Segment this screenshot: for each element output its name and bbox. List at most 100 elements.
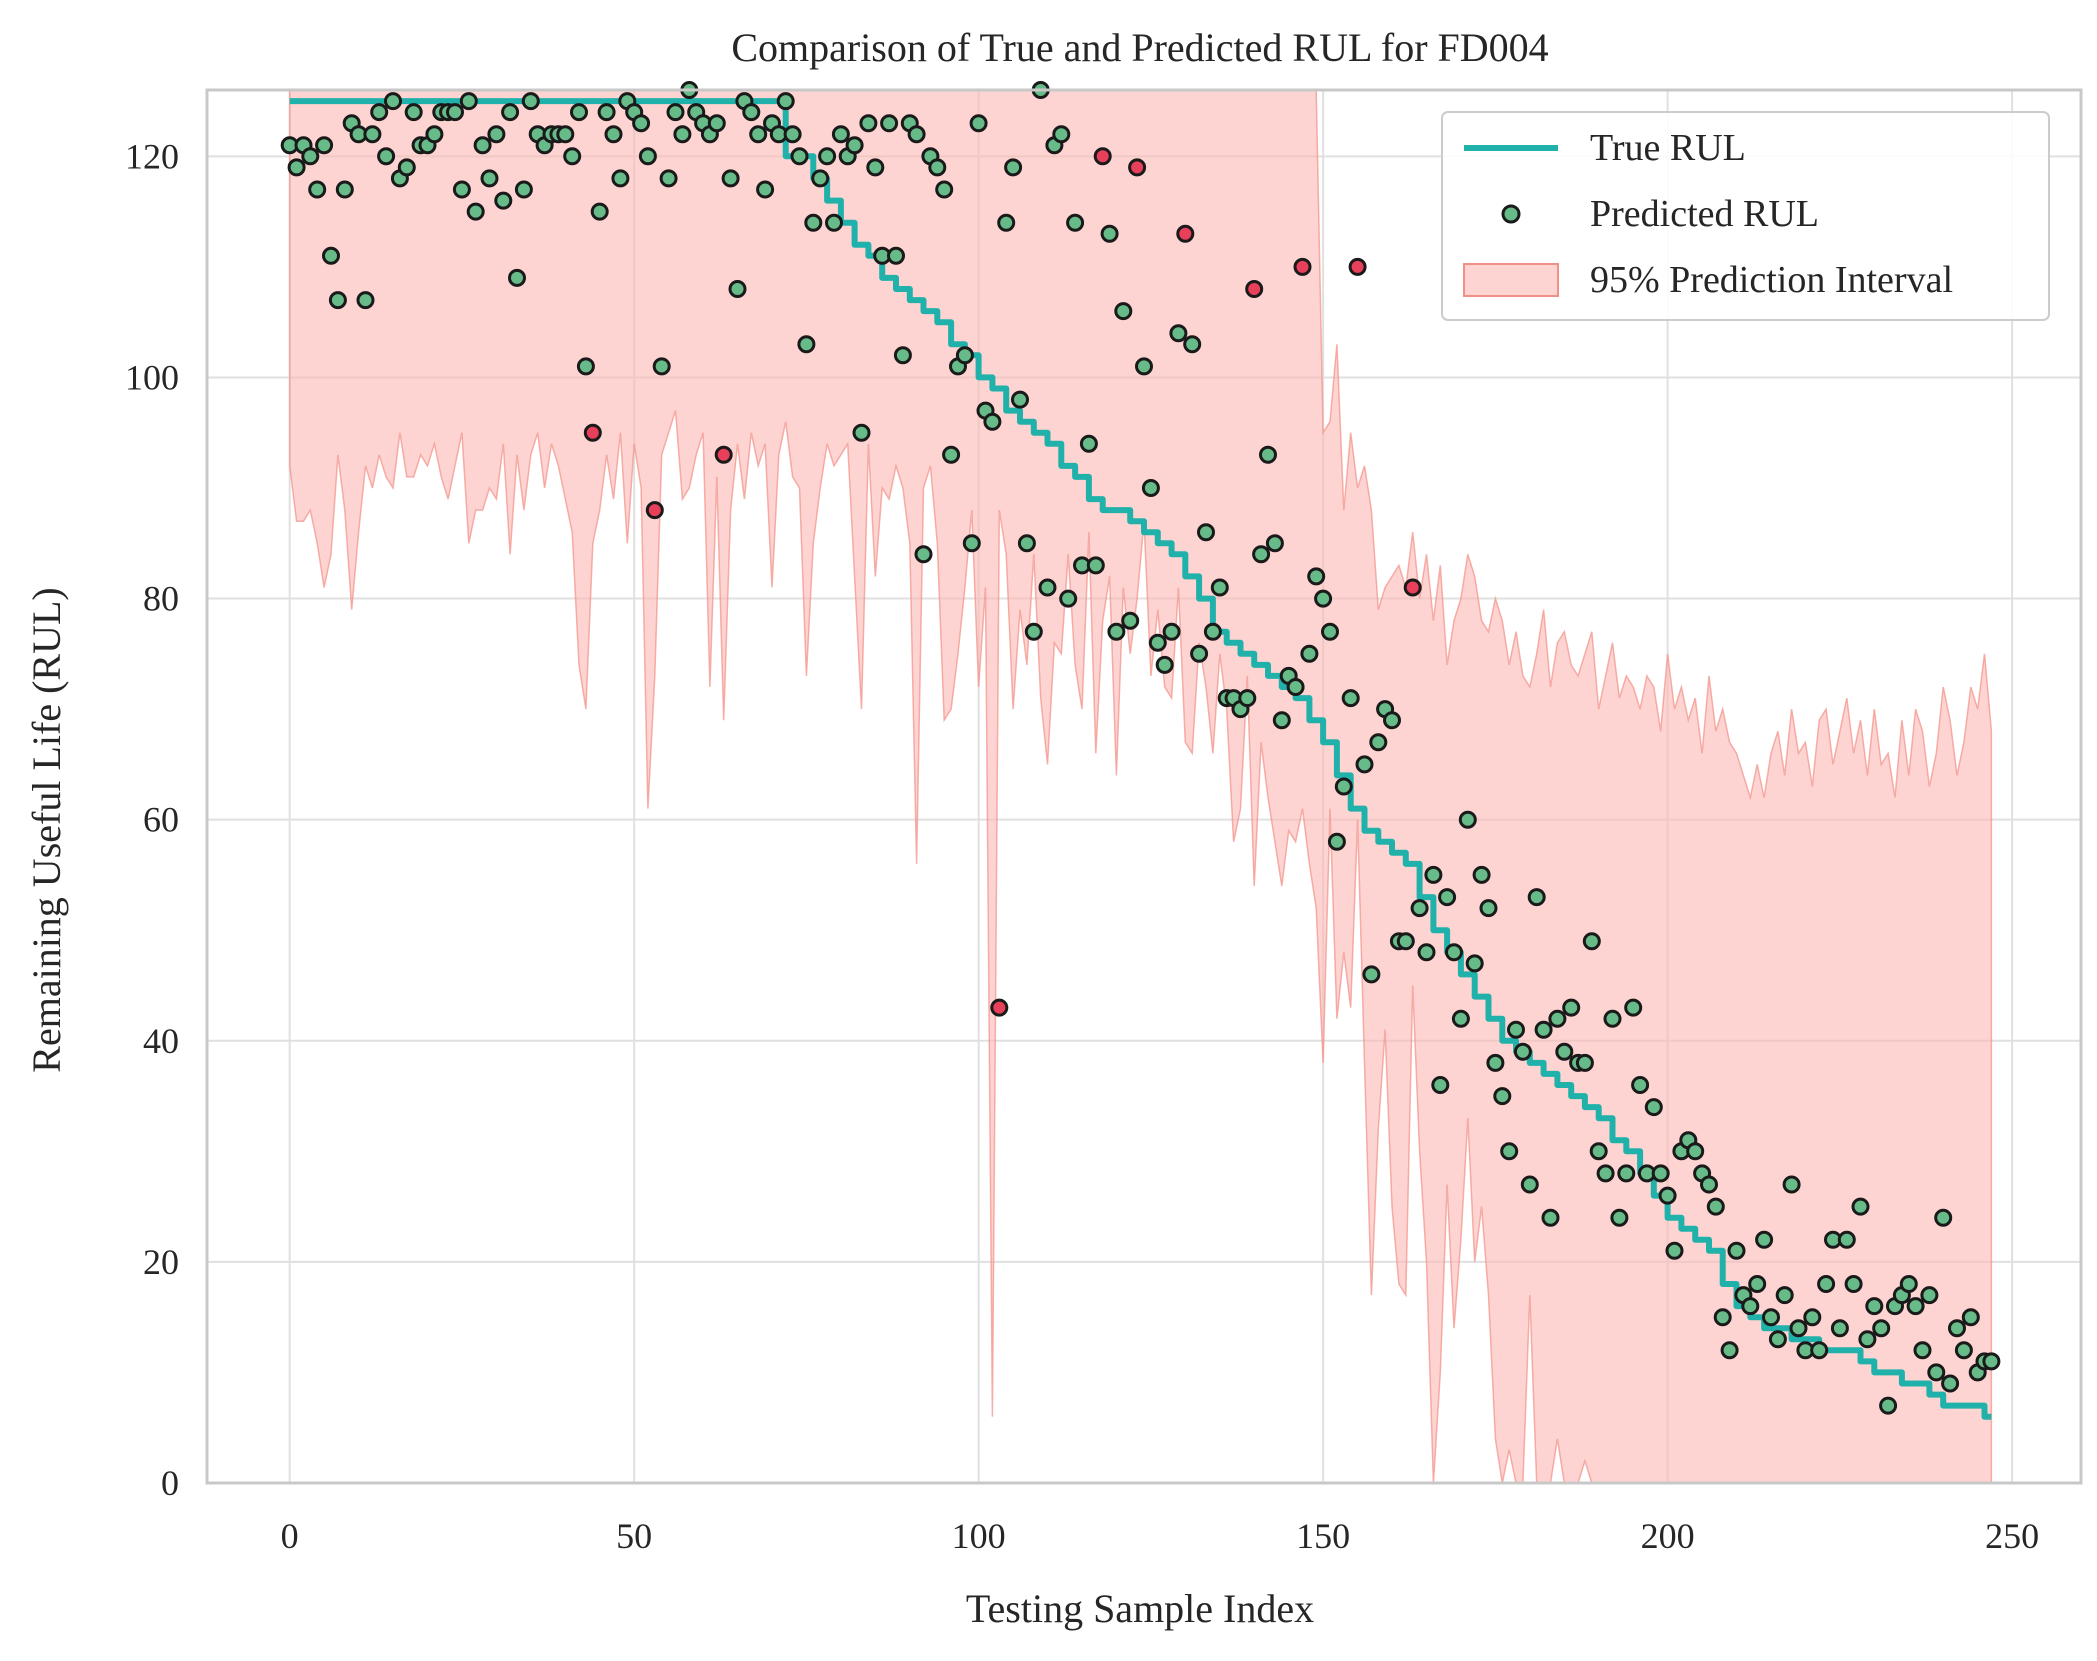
predicted-rul-point <box>466 202 485 221</box>
legend-interval-swatch <box>1463 263 1559 297</box>
predicted-rul-point <box>1190 644 1209 663</box>
predicted-rul-point <box>1451 1009 1470 1028</box>
predicted-rul-point <box>1197 523 1215 542</box>
x-axis-label: Testing Sample Index <box>966 1586 1314 1631</box>
predicted-rul-point <box>287 158 306 177</box>
predicted-rul-point <box>1651 1164 1670 1183</box>
predicted-rul-point <box>452 180 471 199</box>
legend-label-predicted-rul: Predicted RUL <box>1590 193 1819 235</box>
predicted-rul-point <box>1948 1319 1966 1338</box>
y-tick-label: 120 <box>125 136 179 176</box>
y-tick-label: 20 <box>143 1242 179 1282</box>
predicted-rul-point <box>1720 1341 1739 1360</box>
predicted-rul-point <box>521 92 540 111</box>
predicted-rul-point <box>556 125 575 144</box>
predicted-rul-point <box>907 125 926 144</box>
predicted-rul-point <box>1624 998 1643 1017</box>
predicted-rul-point <box>756 180 775 199</box>
predicted-rul-point <box>1961 1308 1980 1327</box>
predicted-rul-point <box>1700 1175 1718 1194</box>
predicted-rul-point-outside-interval <box>1093 147 1112 166</box>
predicted-rul-point <box>997 213 1016 232</box>
predicted-rul-point <box>1252 545 1271 564</box>
predicted-rul-point <box>1941 1374 1960 1393</box>
predicted-rul-point <box>1155 655 1174 674</box>
predicted-rul-point <box>638 147 657 166</box>
y-axis-label: Remaining Useful Life (RUL) <box>24 587 69 1072</box>
predicted-rul-point <box>1286 678 1305 696</box>
predicted-rul-point-outside-interval <box>583 423 602 442</box>
predicted-rul-point <box>576 357 595 376</box>
y-tick-label: 80 <box>143 579 179 619</box>
predicted-rul-point <box>1837 1230 1856 1249</box>
predicted-rul-point <box>1445 943 1463 962</box>
predicted-rul-point <box>721 169 740 188</box>
y-tick-label: 100 <box>125 357 179 397</box>
x-tick-label: 250 <box>1985 1516 2039 1556</box>
predicted-rul-point <box>308 180 327 199</box>
x-axis-ticks: 0 50 100 150 200 250 <box>281 1516 2039 1556</box>
predicted-rul-point <box>501 103 520 122</box>
predicted-rul-point-outside-interval <box>1245 280 1264 298</box>
predicted-rul-point <box>1424 865 1443 884</box>
predicted-rul-point <box>1307 567 1326 586</box>
predicted-rul-point <box>335 180 354 199</box>
predicted-rul-point <box>1114 302 1133 321</box>
predicted-rul-point <box>1486 1053 1505 1072</box>
predicted-rul-point <box>928 158 947 177</box>
predicted-rul-point <box>1713 1308 1732 1327</box>
predicted-rul-point <box>1100 224 1119 243</box>
predicted-rul-point <box>1982 1352 2001 1371</box>
predicted-rul-point <box>783 125 802 144</box>
predicted-rul-point <box>301 147 320 166</box>
predicted-rul-point <box>1135 357 1153 376</box>
predicted-rul-point <box>1162 622 1181 641</box>
predicted-rul-point <box>673 125 692 144</box>
predicted-rul-point <box>880 114 899 133</box>
predicted-rul-point <box>1431 1076 1450 1094</box>
predicted-rul-point <box>852 423 871 442</box>
predicted-rul-point <box>914 545 933 564</box>
legend: True RUL Predicted RUL 95% Prediction In… <box>1441 111 2050 321</box>
predicted-rul-point <box>459 92 478 111</box>
predicted-rul-point-outside-interval <box>990 998 1009 1017</box>
predicted-rul-point <box>473 136 492 155</box>
predicted-rul-point <box>1038 578 1057 597</box>
predicted-rul-point <box>845 136 864 155</box>
predicted-rul-point <box>942 445 961 464</box>
predicted-rul-point <box>1334 777 1353 796</box>
predicted-rul-point <box>1575 1053 1594 1072</box>
predicted-rul-point <box>1865 1297 1884 1316</box>
predicted-rul-point <box>1169 324 1188 343</box>
predicted-rul-point <box>632 114 651 133</box>
predicted-rul-point <box>652 357 671 376</box>
chart-title: Comparison of True and Predicted RUL for… <box>731 25 1548 70</box>
predicted-rul-point <box>887 246 905 265</box>
predicted-rul-point <box>1011 390 1029 409</box>
predicted-rul-point <box>1706 1197 1725 1216</box>
predicted-rul-point <box>749 125 768 144</box>
predicted-rul-point <box>377 147 396 166</box>
predicted-rul-point <box>1327 832 1346 851</box>
predicted-rul-point-outside-interval <box>1293 257 1312 276</box>
predicted-rul-point <box>962 534 981 553</box>
predicted-rul-point <box>935 180 954 199</box>
predicted-rul-point-outside-interval <box>1128 158 1147 177</box>
predicted-rul-point <box>1314 589 1333 608</box>
predicted-rul-point <box>1782 1175 1801 1194</box>
predicted-rul-point <box>1830 1319 1849 1338</box>
predicted-rul-point <box>859 114 878 133</box>
predicted-rul-point <box>1596 1164 1615 1183</box>
predicted-rul-point <box>1789 1319 1808 1338</box>
predicted-rul-point <box>328 291 347 310</box>
predicted-rul-point <box>1555 1042 1574 1061</box>
predicted-rul-point <box>1210 578 1229 597</box>
predicted-rul-point <box>790 147 809 166</box>
predicted-rul-point <box>1803 1308 1822 1327</box>
predicted-rul-point <box>1768 1330 1787 1349</box>
predicted-rul-point <box>1872 1319 1891 1338</box>
predicted-rul-point <box>1899 1275 1918 1293</box>
predicted-rul-point <box>1265 534 1284 553</box>
predicted-rul-point-outside-interval <box>714 445 733 464</box>
